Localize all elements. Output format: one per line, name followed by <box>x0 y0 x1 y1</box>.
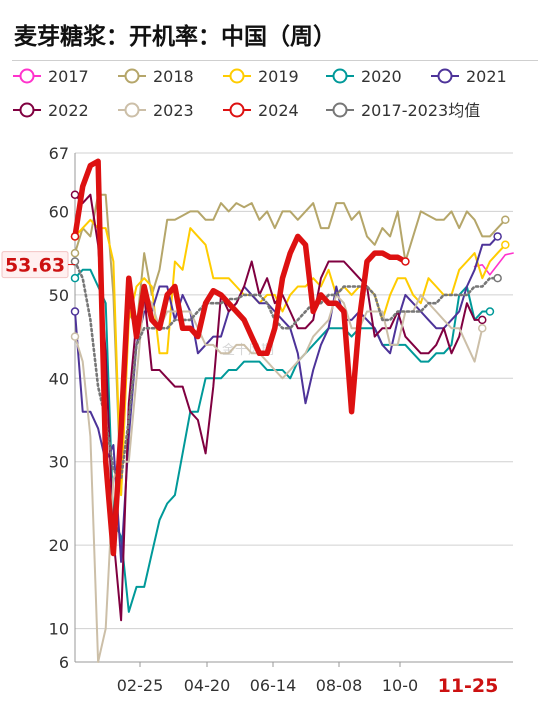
series-line-2018 <box>74 193 507 497</box>
y-tick-label: 10 <box>49 620 69 639</box>
current-week-x-label: 11-25 <box>438 675 499 697</box>
series-point-2018 <box>501 215 510 225</box>
chart-title: 麦芽糖浆：开机率：中国（周） <box>14 23 336 50</box>
y-tick-label: 60 <box>49 202 69 221</box>
y-tick-label: 20 <box>49 536 69 555</box>
series-point-2021 <box>493 232 502 241</box>
legend-label: 2022 <box>48 101 89 120</box>
series-line-2022 <box>74 193 484 622</box>
series-point-2023 <box>70 332 80 341</box>
series-point-2024 <box>401 257 410 266</box>
series-point-2019 <box>501 240 510 250</box>
y-tick-label: 50 <box>49 286 69 305</box>
current-value-flag: 53.63 <box>1 251 75 279</box>
legend: 2017 2018 2019 2020 2021 2022 2023 2024 2017-202… <box>13 67 507 120</box>
series-line-2020 <box>74 268 491 613</box>
legend-swatch-marker <box>332 102 348 118</box>
series-point-2020 <box>485 307 495 316</box>
series-point-2020 <box>70 273 80 283</box>
y-tick-label: 30 <box>49 453 69 472</box>
series-point-2017-2023均值 <box>493 273 502 283</box>
series-point-2024 <box>70 232 80 241</box>
x-tick-label: 04-20 <box>184 676 231 695</box>
legend-label: 2020 <box>361 67 402 86</box>
y-axis: 6 10 20 30 40 50 60 67 <box>49 144 76 672</box>
series-line-2024 <box>72 158 409 557</box>
y-tick-label: 67 <box>49 144 69 163</box>
legend-label: 2024 <box>258 101 299 120</box>
legend-swatch-marker <box>332 68 348 84</box>
series-line-2017 <box>473 252 514 276</box>
grid-lines <box>75 152 513 663</box>
y-tick-label: 40 <box>49 369 69 388</box>
series-lines <box>70 158 514 663</box>
legend-label: 2017-2023均值 <box>361 101 480 120</box>
series-line-2019 <box>74 218 507 497</box>
x-tick-label: 08-08 <box>316 676 363 695</box>
y-tick-label: 6 <box>59 653 69 672</box>
legend-swatch-marker <box>124 102 140 118</box>
legend-swatch-marker <box>19 68 35 84</box>
title-divider <box>12 60 538 61</box>
x-tick-label: 06-14 <box>250 676 297 695</box>
legend-label: 2021 <box>466 67 507 86</box>
legend-swatch-marker <box>124 68 140 84</box>
x-tick-label: 10-0 <box>382 676 418 695</box>
legend-swatch-marker <box>229 102 245 118</box>
series-point-2022 <box>70 190 80 199</box>
series-point-2023 <box>478 323 487 333</box>
x-axis: 02-25 04-20 06-14 08-08 10-0 11-25 <box>75 661 513 697</box>
legend-label: 2018 <box>153 67 194 86</box>
x-tick-label: 02-25 <box>117 676 164 695</box>
legend-label: 2017 <box>48 67 89 86</box>
series-point-2018 <box>70 248 80 258</box>
legend-swatch-marker <box>19 102 35 118</box>
current-value-label: 53.63 <box>5 255 65 277</box>
series-line-2017-2023均值 <box>73 260 499 480</box>
legend-swatch-marker <box>229 68 245 84</box>
series-point-2021 <box>70 307 80 316</box>
series-point-2017-2023均值 <box>70 257 80 266</box>
series-point-2022 <box>478 315 487 325</box>
legend-swatch-marker <box>437 68 453 84</box>
legend-label: 2019 <box>258 67 299 86</box>
legend-label: 2023 <box>153 101 194 120</box>
